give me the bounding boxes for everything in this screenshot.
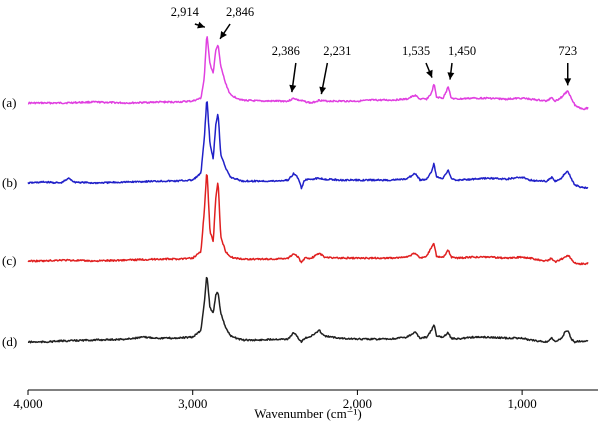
peak-annotation-label: 1,450 xyxy=(448,44,476,58)
peak-annotation-arrowhead xyxy=(197,21,205,29)
peak-annotation-arrowhead xyxy=(447,72,455,80)
trace-labels: (a) (b) (c) (d) xyxy=(2,95,17,349)
spectrum-trace xyxy=(27,36,589,111)
x-axis: 4,000 3,000 2,000 1,000 Wavenumber (cm⁻¹) xyxy=(13,389,598,421)
trace-label: (a) xyxy=(2,95,16,110)
x-tick-label: 3,000 xyxy=(178,396,207,411)
peak-annotation-label: 2,231 xyxy=(323,44,351,58)
spectrum-trace xyxy=(27,101,589,190)
trace-label: (b) xyxy=(2,175,17,190)
peak-annotation-arrowhead xyxy=(319,86,327,95)
peak-annotation-label: 2,846 xyxy=(226,5,254,19)
peak-annotation-arrowhead xyxy=(564,78,572,86)
peak-annotation-label: 723 xyxy=(558,44,577,58)
x-ticks: 4,000 3,000 2,000 1,000 xyxy=(13,390,537,411)
x-tick-label: 1,000 xyxy=(507,396,536,411)
trace-label: (c) xyxy=(2,253,16,268)
spectrum-trace xyxy=(27,174,589,266)
peak-annotation-label: 2,914 xyxy=(171,5,200,19)
x-axis-label: Wavenumber (cm⁻¹) xyxy=(254,406,362,421)
trace-label: (d) xyxy=(2,334,17,349)
peak-annotation-arrowhead xyxy=(289,84,297,93)
peak-annotation-label: 1,535 xyxy=(402,44,430,58)
peak-annotation-label: 2,386 xyxy=(272,44,300,58)
x-tick-label: 4,000 xyxy=(13,396,42,411)
peak-annotations: 2,914 2,846 2,386 2,231 1,535 1,450 723 xyxy=(171,5,577,95)
spectra-traces xyxy=(27,36,589,344)
peak-annotation-arrowhead xyxy=(426,69,433,78)
spectrum-trace xyxy=(27,276,589,344)
x-tick-label: 2,000 xyxy=(343,396,372,411)
peak-annotation-arrowhead xyxy=(220,31,227,39)
